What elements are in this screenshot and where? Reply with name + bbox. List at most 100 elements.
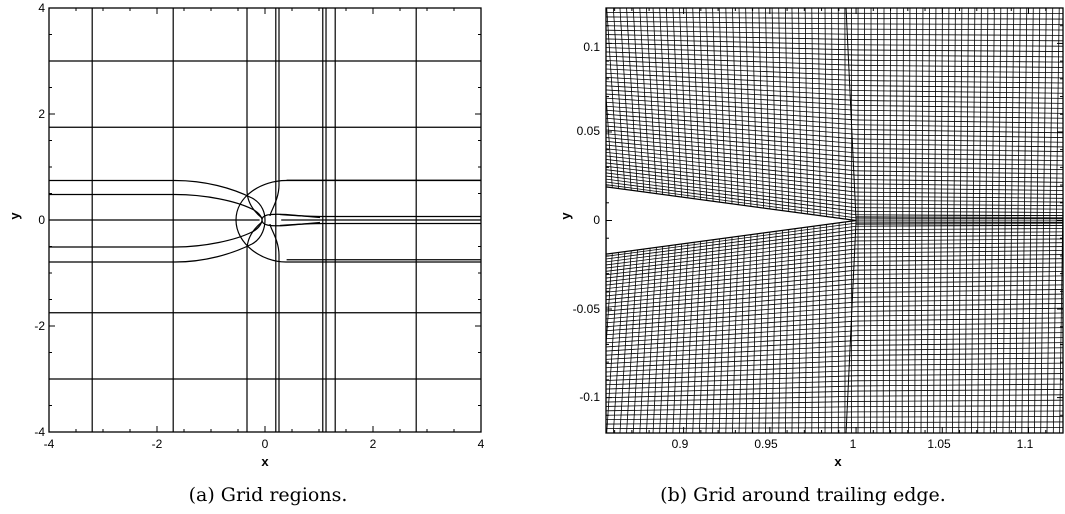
mesh-line-vertical <box>712 238 720 433</box>
mesh-line-horizontal <box>606 301 857 324</box>
mesh-line-vertical <box>818 8 821 216</box>
mesh-line-horizontal <box>606 169 857 201</box>
mesh-line-horizontal <box>856 199 1063 203</box>
mesh-line-horizontal <box>856 207 1063 210</box>
panel-b-xtick-3: 1.05 <box>927 437 951 451</box>
mesh-line-horizontal <box>606 72 857 86</box>
mesh-line-horizontal <box>606 395 857 403</box>
mesh-line-horizontal <box>856 332 1063 337</box>
mesh-line-vertical <box>659 8 670 196</box>
te-divider-upper <box>845 8 857 221</box>
mesh-line-horizontal <box>606 137 857 163</box>
mesh-line-horizontal <box>606 47 857 56</box>
mesh-line-horizontal <box>606 422 857 425</box>
panel-b-ytick-1: 0.05 <box>577 124 601 138</box>
mesh-line-horizontal <box>856 183 1063 187</box>
mesh-line-horizontal <box>606 416 857 421</box>
panel-b-trailing-edge-grid: 0.9 0.95 1 1.05 1.1 0.1 0.05 0 -0.05 -0.… <box>558 7 1064 506</box>
wake-line <box>856 224 1063 226</box>
mesh-line-vertical <box>698 8 708 201</box>
mesh-line-horizontal <box>606 42 857 51</box>
mesh-line-horizontal <box>856 165 1063 170</box>
mesh-line-horizontal <box>856 59 1063 63</box>
mesh-line-horizontal <box>856 357 1063 361</box>
mesh-line-horizontal <box>856 90 1063 94</box>
mesh-line-horizontal <box>856 100 1063 104</box>
mesh-line-horizontal <box>856 242 1063 246</box>
mesh-line-vertical <box>758 8 764 209</box>
mesh-line-horizontal <box>606 283 857 308</box>
mesh-line-vertical <box>751 8 758 208</box>
mesh-line-vertical <box>732 8 739 205</box>
mesh-line-horizontal <box>606 184 857 219</box>
mesh-line-horizontal <box>856 161 1063 166</box>
mesh-line-vertical <box>705 239 714 433</box>
mesh-line-horizontal <box>856 258 1063 262</box>
panel-a-xtick-3: 2 <box>370 437 377 451</box>
mesh-line-vertical <box>765 232 771 433</box>
mesh-line-vertical <box>692 8 701 200</box>
mesh-line-vertical <box>798 8 802 214</box>
mesh-line-horizontal <box>856 179 1063 183</box>
mesh-line-horizontal <box>856 303 1063 308</box>
mesh-line-horizontal <box>606 68 857 81</box>
mesh-line-vertical <box>646 247 657 433</box>
panel-a-ytick-1: -2 <box>34 319 45 333</box>
mesh-line-vertical <box>698 240 708 433</box>
mesh-line-horizontal <box>856 342 1063 346</box>
mesh-line-horizontal <box>856 28 1063 31</box>
panel-a-ylabel: y <box>7 212 22 220</box>
mesh-line-vertical <box>725 8 733 204</box>
mesh-line-vertical <box>784 229 790 433</box>
mesh-line-horizontal <box>606 60 857 71</box>
mesh-line-vertical <box>679 8 689 198</box>
mesh-line-horizontal <box>606 287 857 312</box>
inner-c-upper <box>49 193 263 221</box>
mesh-line-vertical <box>606 254 607 260</box>
mesh-line-vertical <box>824 224 827 433</box>
panel-a-xtick-0: -4 <box>44 437 55 451</box>
mesh-line-horizontal <box>856 250 1063 254</box>
mesh-line-horizontal <box>606 335 857 352</box>
mesh-line-horizontal <box>856 234 1063 238</box>
mesh-line-vertical <box>738 235 745 433</box>
mesh-line-vertical <box>837 8 840 219</box>
mesh-line-horizontal <box>606 274 857 301</box>
mesh-line-horizontal <box>606 385 857 394</box>
mesh-line-horizontal <box>856 228 1063 231</box>
mesh-line-vertical <box>791 228 796 433</box>
mesh-line-horizontal <box>856 143 1063 148</box>
mesh-line-horizontal <box>606 225 857 260</box>
mesh-line-horizontal <box>606 140 857 167</box>
mesh-line-vertical <box>745 234 752 433</box>
mesh-line-horizontal <box>606 165 857 197</box>
panel-b-ytick-4: -0.1 <box>579 390 600 404</box>
mesh-line-horizontal <box>606 151 857 180</box>
mesh-line-horizontal <box>606 325 857 344</box>
panel-a-ticks <box>48 7 482 433</box>
mesh-line-horizontal <box>606 101 857 121</box>
mesh-line-horizontal <box>856 44 1063 47</box>
panel-a-ytick-3: 2 <box>38 107 45 121</box>
mesh-line-horizontal <box>606 85 857 101</box>
mesh-line-horizontal <box>856 214 1063 216</box>
mesh-line-horizontal <box>606 125 857 149</box>
mesh-line-vertical <box>831 8 834 218</box>
wake-upper-inner <box>279 213 481 218</box>
mesh-line-horizontal <box>606 25 857 30</box>
mesh-line-horizontal <box>856 174 1063 179</box>
leading-arc <box>235 179 287 263</box>
mesh-line-horizontal <box>606 93 857 111</box>
mesh-line-vertical <box>765 8 771 209</box>
mesh-line-horizontal <box>606 370 857 381</box>
mesh-line-horizontal <box>606 252 857 282</box>
mesh-line-horizontal <box>606 148 857 176</box>
mesh-line-horizontal <box>606 229 857 263</box>
mesh-line-horizontal <box>606 261 857 290</box>
mesh-line-horizontal <box>856 271 1063 276</box>
mesh-line-horizontal <box>856 322 1063 327</box>
mesh-line-horizontal <box>856 109 1063 114</box>
mesh-line-horizontal <box>856 262 1063 267</box>
mesh-line-horizontal <box>606 113 857 135</box>
mesh-line-horizontal <box>856 85 1063 89</box>
